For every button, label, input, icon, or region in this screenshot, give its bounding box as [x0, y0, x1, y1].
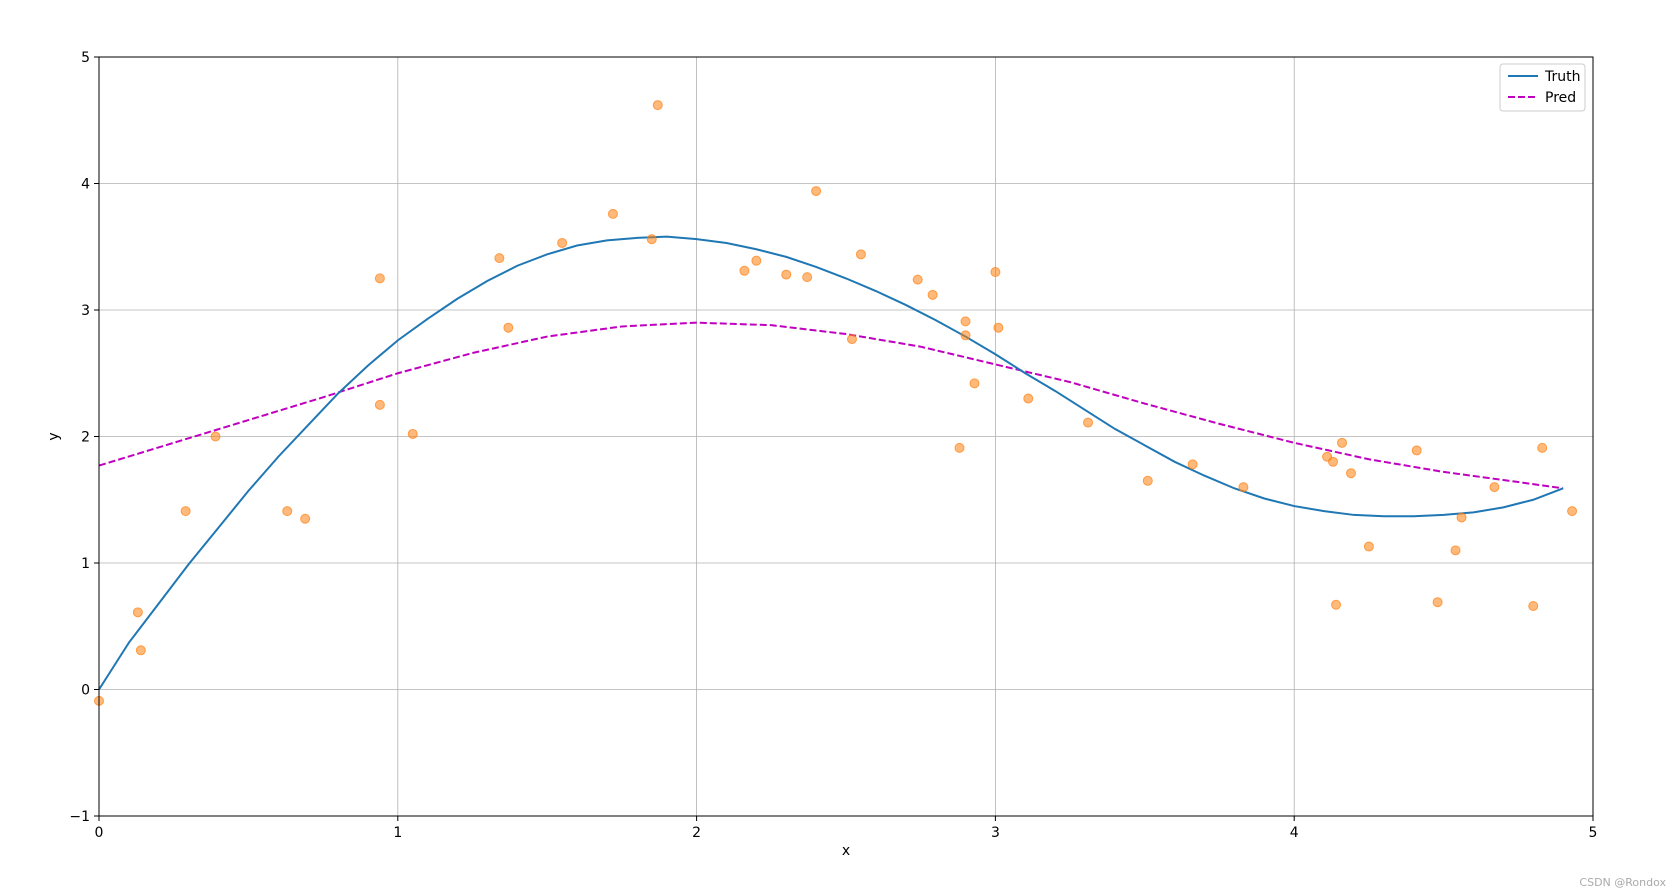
scatter-point — [135, 645, 146, 656]
scatter-point — [1456, 512, 1467, 523]
scatter-point — [1528, 601, 1539, 612]
scatter-point — [912, 274, 923, 285]
x-axis-label: x — [842, 843, 850, 859]
scatter-point — [180, 506, 191, 517]
y-tick-label: 5 — [81, 50, 90, 66]
scatter-point — [503, 322, 514, 333]
scatter-point — [990, 267, 1001, 278]
scatter-point — [846, 334, 857, 345]
scatter-point — [739, 265, 750, 276]
scatter-point — [960, 330, 971, 341]
x-tick-label: 5 — [1589, 825, 1598, 841]
scatter-point — [1537, 442, 1548, 453]
y-tick-label: 2 — [81, 430, 90, 446]
scatter-point — [407, 428, 418, 439]
scatter-point — [1337, 437, 1348, 448]
y-tick-label: 1 — [81, 556, 90, 572]
scatter-point — [781, 269, 792, 280]
scatter-point — [751, 255, 762, 266]
pred-line — [98, 321, 1564, 490]
scatter-point — [960, 316, 971, 327]
scatter-point — [1331, 599, 1342, 610]
scatter-point — [855, 249, 866, 260]
x-tick-label: 1 — [393, 825, 402, 841]
y-tick-label: 4 — [81, 177, 90, 193]
truth-line — [98, 235, 1564, 691]
scatter-point — [374, 273, 385, 284]
scatter-point — [374, 399, 385, 410]
scatter-point — [1432, 597, 1443, 608]
legend-truth-label: Truth — [1544, 69, 1581, 85]
x-tick-label: 4 — [1290, 825, 1299, 841]
scatter-point — [652, 100, 663, 111]
scatter-points — [94, 100, 1578, 706]
scatter-point — [1363, 541, 1374, 552]
scatter-point — [811, 186, 822, 197]
scatter-point — [300, 513, 311, 524]
scatter-point — [1238, 482, 1249, 493]
axis-ticks: 0 1 2 3 4 5 −1 0 1 2 3 4 5 — [69, 50, 1597, 841]
x-tick-label: 3 — [991, 825, 1000, 841]
scatter-point — [1345, 468, 1356, 479]
scatter-point — [646, 234, 657, 245]
y-tick-label: 3 — [81, 303, 90, 319]
scatter-point — [132, 607, 143, 618]
scatter-point — [1187, 459, 1198, 470]
scatter-point — [1450, 545, 1461, 556]
scatter-point — [802, 272, 813, 283]
truth-series — [98, 235, 1564, 691]
scatter-point — [557, 237, 568, 248]
scatter-point — [210, 431, 221, 442]
scatter-point — [1328, 456, 1339, 467]
pred-series — [98, 321, 1564, 490]
legend-pred-label: Pred — [1545, 90, 1576, 106]
scatter-point — [1142, 475, 1153, 486]
scatter-point — [1083, 417, 1094, 428]
scatter-point — [927, 289, 938, 300]
scatter-point — [1489, 482, 1500, 493]
scatter-point — [1023, 393, 1034, 404]
legend: Truth Pred — [1499, 63, 1586, 112]
scatter-point — [494, 253, 505, 264]
y-tick-label: 0 — [81, 683, 90, 699]
grid-lines — [98, 56, 1594, 817]
watermark: CSDN @Rondox — [1579, 876, 1666, 889]
x-tick-label: 0 — [95, 825, 104, 841]
scatter-point — [282, 506, 293, 517]
scatter-point — [969, 378, 980, 389]
scatter-point — [607, 208, 618, 219]
scatter-point — [1567, 506, 1578, 517]
y-axis-label: y — [46, 432, 62, 440]
scatter-point — [954, 442, 965, 453]
x-tick-label: 2 — [692, 825, 701, 841]
y-tick-label: −1 — [69, 809, 90, 825]
scatter-point — [1411, 445, 1422, 456]
scatter-point — [993, 322, 1004, 333]
